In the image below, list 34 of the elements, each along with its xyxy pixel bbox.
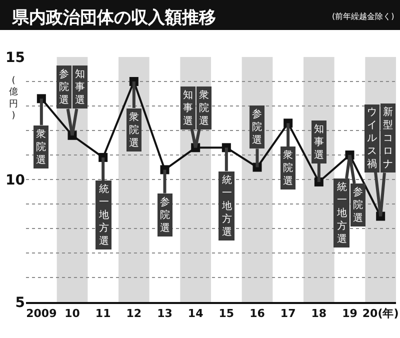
x-tick-label: 16 <box>250 307 266 320</box>
x-tick-label: 10 <box>64 307 80 320</box>
annotation: 参院選 <box>252 108 262 146</box>
annotation: 統一地方選 <box>336 181 347 245</box>
y-tick-label: 10 <box>6 172 26 188</box>
y-tick-label: 15 <box>6 50 25 66</box>
chart-title: 県内政治団体の収入額推移 <box>11 8 216 28</box>
annotation: 知事選 <box>314 123 324 161</box>
annotation: 参院選 <box>59 68 69 106</box>
annotation: ウイルス禍 <box>367 107 377 170</box>
annotation: 統一地方選 <box>221 174 232 238</box>
annotation: 衆院選 <box>129 111 139 149</box>
y-tick-label: 5 <box>15 294 25 311</box>
annotation: 参院選 <box>160 196 170 234</box>
x-tick-label: 18 <box>311 307 327 320</box>
x-tick-label: 15 <box>218 307 234 320</box>
annotation: 衆院選 <box>199 89 209 127</box>
annotation: 新型コロナ <box>383 106 393 170</box>
annotation: 衆院選 <box>283 149 293 187</box>
annotation: 知事選 <box>183 89 193 127</box>
x-tick-label: 14 <box>188 307 204 320</box>
y-axis-title: (億円) <box>9 76 18 122</box>
x-tick-label: 19 <box>342 307 358 320</box>
x-tick-label: 11 <box>95 307 111 320</box>
annotation: 統一地方選 <box>98 183 109 247</box>
x-tick-label: 17 <box>280 307 296 320</box>
x-tick-label: 20(年) <box>362 307 399 320</box>
annotation: 衆院選 <box>36 128 46 166</box>
chart-subtitle: (前年繰越金除く) <box>332 12 394 21</box>
x-tick-label: 12 <box>126 307 142 320</box>
annotation: 参院選 <box>353 186 363 224</box>
annotation: 知事選 <box>75 68 85 106</box>
x-tick-label: 13 <box>157 307 172 320</box>
x-tick-label: 2009 <box>26 307 57 320</box>
